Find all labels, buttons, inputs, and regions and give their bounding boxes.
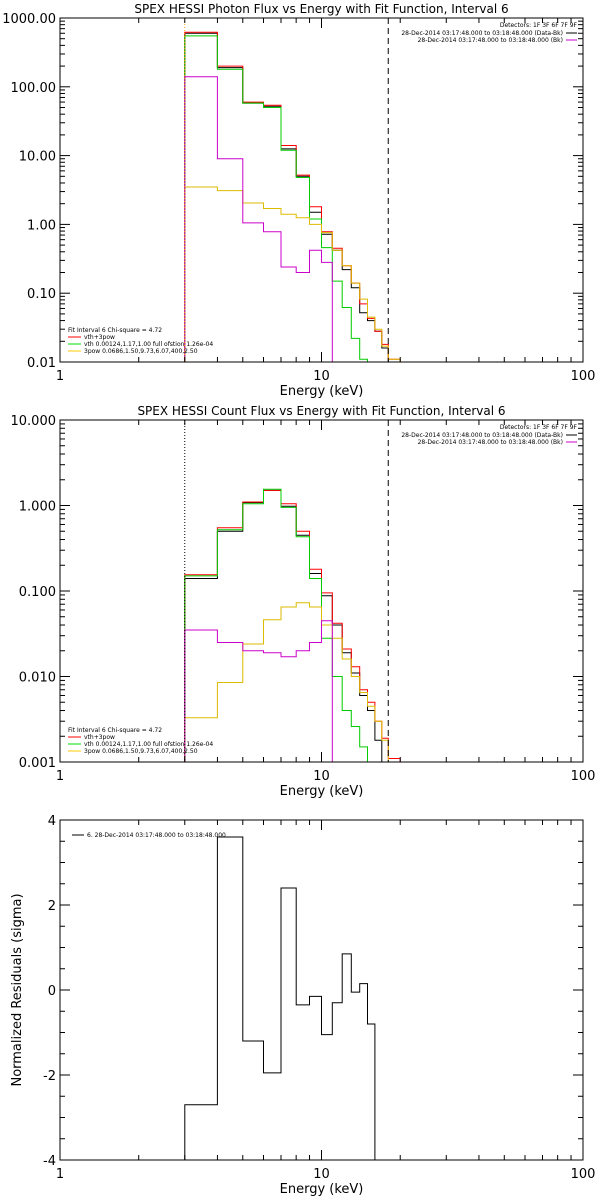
- x-tick-label: 10: [313, 1167, 330, 1182]
- legend-header: Detectors: 1F 3F 6F 7F 9F: [500, 22, 578, 29]
- y-tick-label: 0.01: [27, 356, 56, 371]
- legend-header: Detectors: 1F 3F 6F 7F 9F: [500, 424, 578, 431]
- chart-title: SPEX HESSI Photon Flux vs Energy with Fi…: [134, 2, 508, 16]
- fit-legend-label: vth+3pow: [84, 734, 115, 741]
- plot-frame: [59, 17, 584, 363]
- legend-entry-label: 28-Dec-2014 03:17:48.000 to 03:18:48.000…: [401, 30, 563, 37]
- y-tick-label: -2: [43, 1069, 56, 1084]
- x-tick-label: 100: [571, 1167, 596, 1182]
- fit-legend-label: 3pow 0.0686,1.50,9.73,6.07,400,2.50: [84, 748, 198, 755]
- legend-entry-label: 28-Dec-2014 03:17:48.000 to 03:18:48.000…: [418, 37, 563, 44]
- series-line-3pow: [184, 186, 401, 362]
- series-group: [184, 488, 401, 762]
- fit-legend-header: Fit Interval 6 Chi-square = 4.72: [68, 327, 162, 334]
- y-tick-label: 100.00: [11, 81, 57, 96]
- x-tick-label: 10: [313, 369, 330, 384]
- y-tick-label: 0.001: [19, 756, 56, 771]
- fit-legend-label: vth 0.00124,1.17,1.00 full ofstion 1.26e…: [84, 741, 213, 748]
- chart-title: SPEX HESSI Count Flux vs Energy with Fit…: [137, 404, 505, 418]
- series-line-3pow: [184, 602, 401, 762]
- series-line-residual: [184, 836, 376, 1160]
- y-tick-label: 10.00: [19, 150, 56, 165]
- y-tick-label: 0.10: [27, 287, 56, 302]
- x-tick-label: 100: [571, 369, 596, 384]
- y-tick-label: 0.100: [19, 585, 56, 600]
- y-tick-label: 2: [48, 899, 56, 914]
- series-group: [184, 836, 376, 1160]
- x-tick-label: 1: [56, 769, 64, 784]
- series-line-data-bk: [184, 489, 383, 762]
- series-group: [184, 31, 401, 362]
- y-tick-label: 1.000: [19, 500, 56, 515]
- fit-legend-label: vth+3pow: [84, 334, 115, 341]
- y-tick-label: 1.00: [27, 218, 56, 233]
- series-line-vth: [184, 35, 401, 362]
- y-axis-label: Normalized Residuals (sigma): [10, 893, 25, 1086]
- fit-legend-label: 3pow 0.0686,1.50,9.73,6.07,400,2.50: [84, 348, 198, 355]
- series-line-data-bk: [184, 32, 389, 362]
- y-tick-label: 10.000: [11, 414, 57, 429]
- series-line-bk: [184, 76, 333, 362]
- y-tick-label: 1000.00: [2, 12, 56, 27]
- x-tick-label: 10: [313, 769, 330, 784]
- x-tick-label: 1: [56, 369, 64, 384]
- y-tick-label: 0.010: [19, 671, 56, 686]
- y-tick-label: -4: [43, 1154, 56, 1169]
- series-line-bk: [184, 620, 333, 762]
- legend-entry-label: 6. 28-Dec-2014 03:17:48.000 to 03:18:48.…: [87, 832, 226, 839]
- y-tick-label: 0: [48, 984, 56, 999]
- photon-flux-chart: SPEX HESSI Photon Flux vs Energy with Fi…: [2, 2, 595, 399]
- plot-frame: [59, 819, 584, 1161]
- residuals-chart: 1 10 100 -4 -2 0 2 4 Energy (keV) Normalized Resi…: [10, 814, 595, 1197]
- legend-entry-label: 28-Dec-2014 03:17:48.000 to 03:18:48.000…: [401, 432, 563, 439]
- fit-legend-header: Fit Interval 6 Chi-square = 4.72: [68, 727, 162, 734]
- x-axis-label: Energy (keV): [280, 384, 364, 399]
- x-tick-label: 100: [571, 769, 596, 784]
- fit-legend-label: vth 0.00124,1.17,1.00 full ofstion 1.26e…: [84, 341, 213, 348]
- count-flux-chart: SPEX HESSI Count Flux vs Energy with Fit…: [11, 404, 596, 799]
- x-axis-label: Energy (keV): [280, 1182, 364, 1197]
- x-tick-label: 1: [56, 1167, 64, 1182]
- legend-entry-label: 28-Dec-2014 03:17:48.000 to 03:18:48.000…: [418, 439, 563, 446]
- x-axis-label: Energy (keV): [280, 784, 364, 799]
- y-tick-label: 4: [48, 814, 56, 829]
